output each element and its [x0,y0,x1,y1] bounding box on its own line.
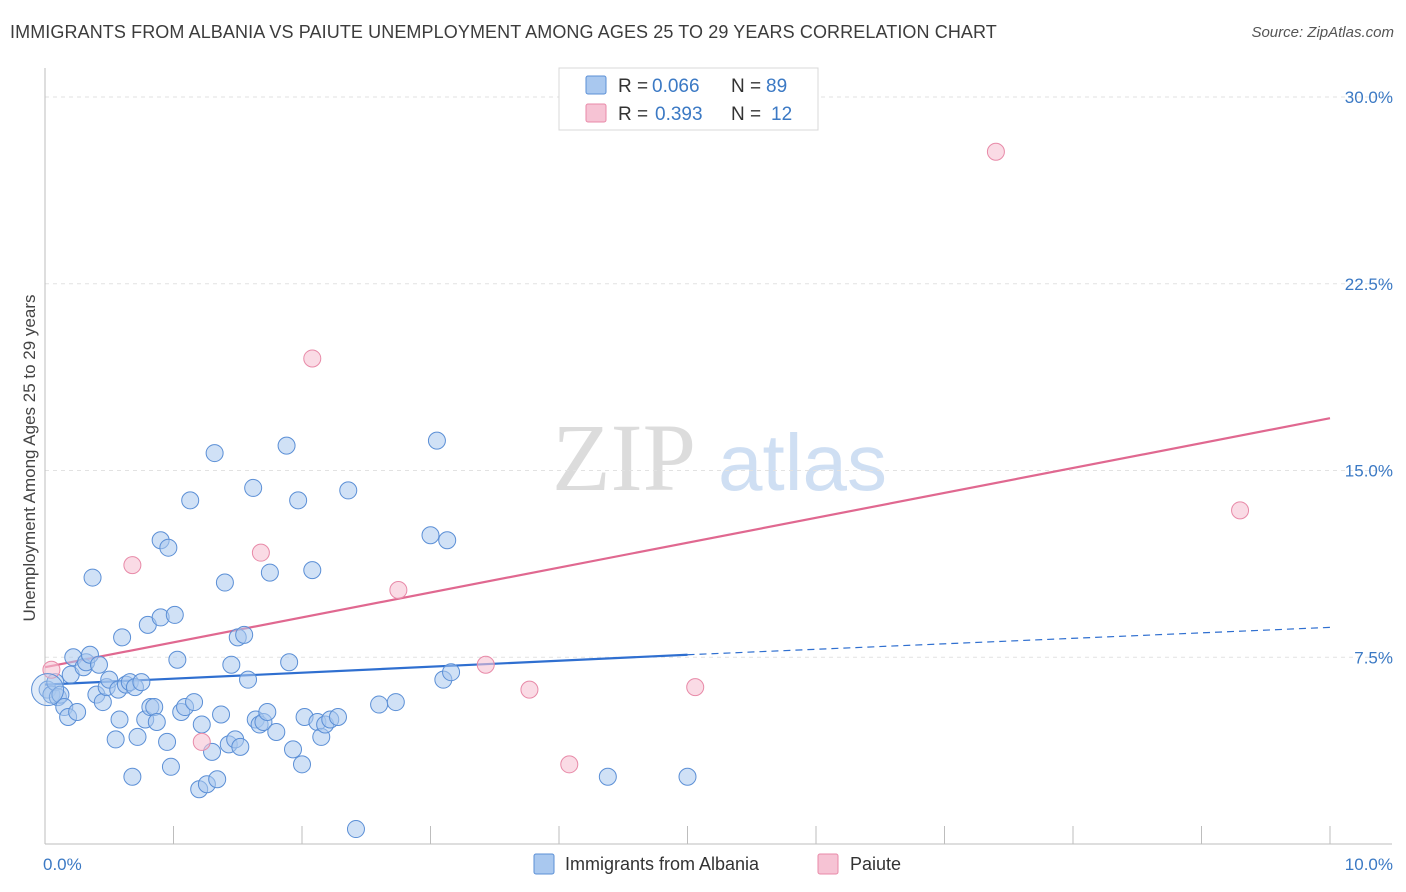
albania-point [93,693,112,712]
y-tick-label: 7.5% [1354,648,1393,667]
albania-point [212,705,231,724]
tick-labels: 7.5% 15.0% 22.5% 30.0% 0.0% 10.0% [43,88,1393,874]
watermark-atlas: atlas [718,418,887,507]
albania-point [113,628,132,647]
legend-n-label-albania: N = [731,76,761,97]
albania-point [110,710,129,729]
source-label: Source: ZipAtlas.com [1251,24,1394,41]
albania-point [289,491,308,510]
bottom-legend-label-albania: Immigrants from Albania [565,854,760,874]
x-tick-label: 10.0% [1345,855,1393,874]
bottom-legend-swatch-paiute [817,853,839,875]
paiute-point [123,556,142,575]
albania-point [147,712,166,731]
albania-point [258,703,277,722]
albania-point [267,722,286,741]
albania-point [438,531,457,550]
axes [44,68,1392,845]
albania-point [132,673,151,692]
paiute-trend-line [44,417,1331,669]
data-points [31,142,1250,839]
paiute-point [251,543,270,562]
y-axis-label: Unemployment Among Ages 25 to 29 years [20,295,39,622]
legend-swatch-albania [585,75,607,95]
y-tick-label: 15.0% [1345,462,1393,481]
chart-title: IMMIGRANTS FROM ALBANIA VS PAIUTE UNEMPL… [10,22,997,42]
albania-point [106,730,125,749]
y-tick-label: 22.5% [1345,275,1393,294]
albania-point [208,770,227,789]
bottom-legend-label-paiute: Paiute [850,854,901,874]
watermark-zip: ZIP [552,404,696,511]
paiute-point [476,655,495,674]
legend-r-value-paiute: 0.393 [655,104,703,125]
albania-point [123,767,142,786]
paiute-point [1231,501,1250,520]
albania-point [370,695,389,714]
albania-point [328,708,347,727]
legend-box: R = 0.066 N = 89 R = 0.393 N = 12 [558,67,819,131]
albania-trend-line [44,653,688,686]
legend-n-label-paiute: N = [731,104,761,125]
trend-lines [44,417,1331,686]
legend-r-label-albania: R = [618,76,648,97]
albania-point [128,727,147,746]
bottom-legend: Immigrants from Albania Paiute [533,853,901,875]
bottom-legend-swatch-albania [533,853,555,875]
albania-point [165,605,184,624]
paiute-point [560,755,579,774]
albania-point [339,481,358,500]
legend-n-value-paiute: 12 [771,104,792,125]
grid-lines [45,96,1392,658]
albania-point [161,757,180,776]
legend-r-value-albania: 0.066 [652,76,700,97]
albania-point [31,673,65,707]
albania-point [244,478,263,497]
legend-n-value-albania: 89 [766,76,787,97]
albania-point [168,650,187,669]
albania-point [68,703,87,722]
y-tick-label: 30.0% [1345,88,1393,107]
albania-point [159,538,178,557]
paiute-point [686,678,705,697]
albania-point [260,563,279,582]
legend-swatch-paiute [585,103,607,123]
albania-point [277,436,296,455]
albania-point [145,698,164,717]
paiute-point [520,680,539,699]
albania-point [231,737,250,756]
albania-point [678,767,697,786]
albania-point [239,670,258,689]
legend-r-label-paiute: R = [618,104,648,125]
albania-point [346,820,365,839]
albania-point [205,444,224,463]
albania-point [181,491,200,510]
paiute-point [303,349,322,368]
albania-point [235,625,254,644]
albania-point [598,767,617,786]
albania-point [192,715,211,734]
albania-point [421,526,440,545]
albania-point [89,655,108,674]
albania-point [280,653,299,672]
albania-point [215,573,234,592]
albania-point [83,568,102,587]
albania-point [442,663,461,682]
albania-point [427,431,446,450]
x-tick-label: 0.0% [43,855,82,874]
paiute-point [389,581,408,600]
paiute-point [192,732,211,751]
albania-point [185,693,204,712]
albania-point [303,561,322,580]
paiute-point [986,142,1005,161]
albania-point [293,755,311,774]
albania-trend-line-extended [687,626,1331,656]
albania-point [284,740,303,759]
albania-point [386,693,405,712]
albania-point [158,732,177,751]
albania-point [222,655,241,674]
